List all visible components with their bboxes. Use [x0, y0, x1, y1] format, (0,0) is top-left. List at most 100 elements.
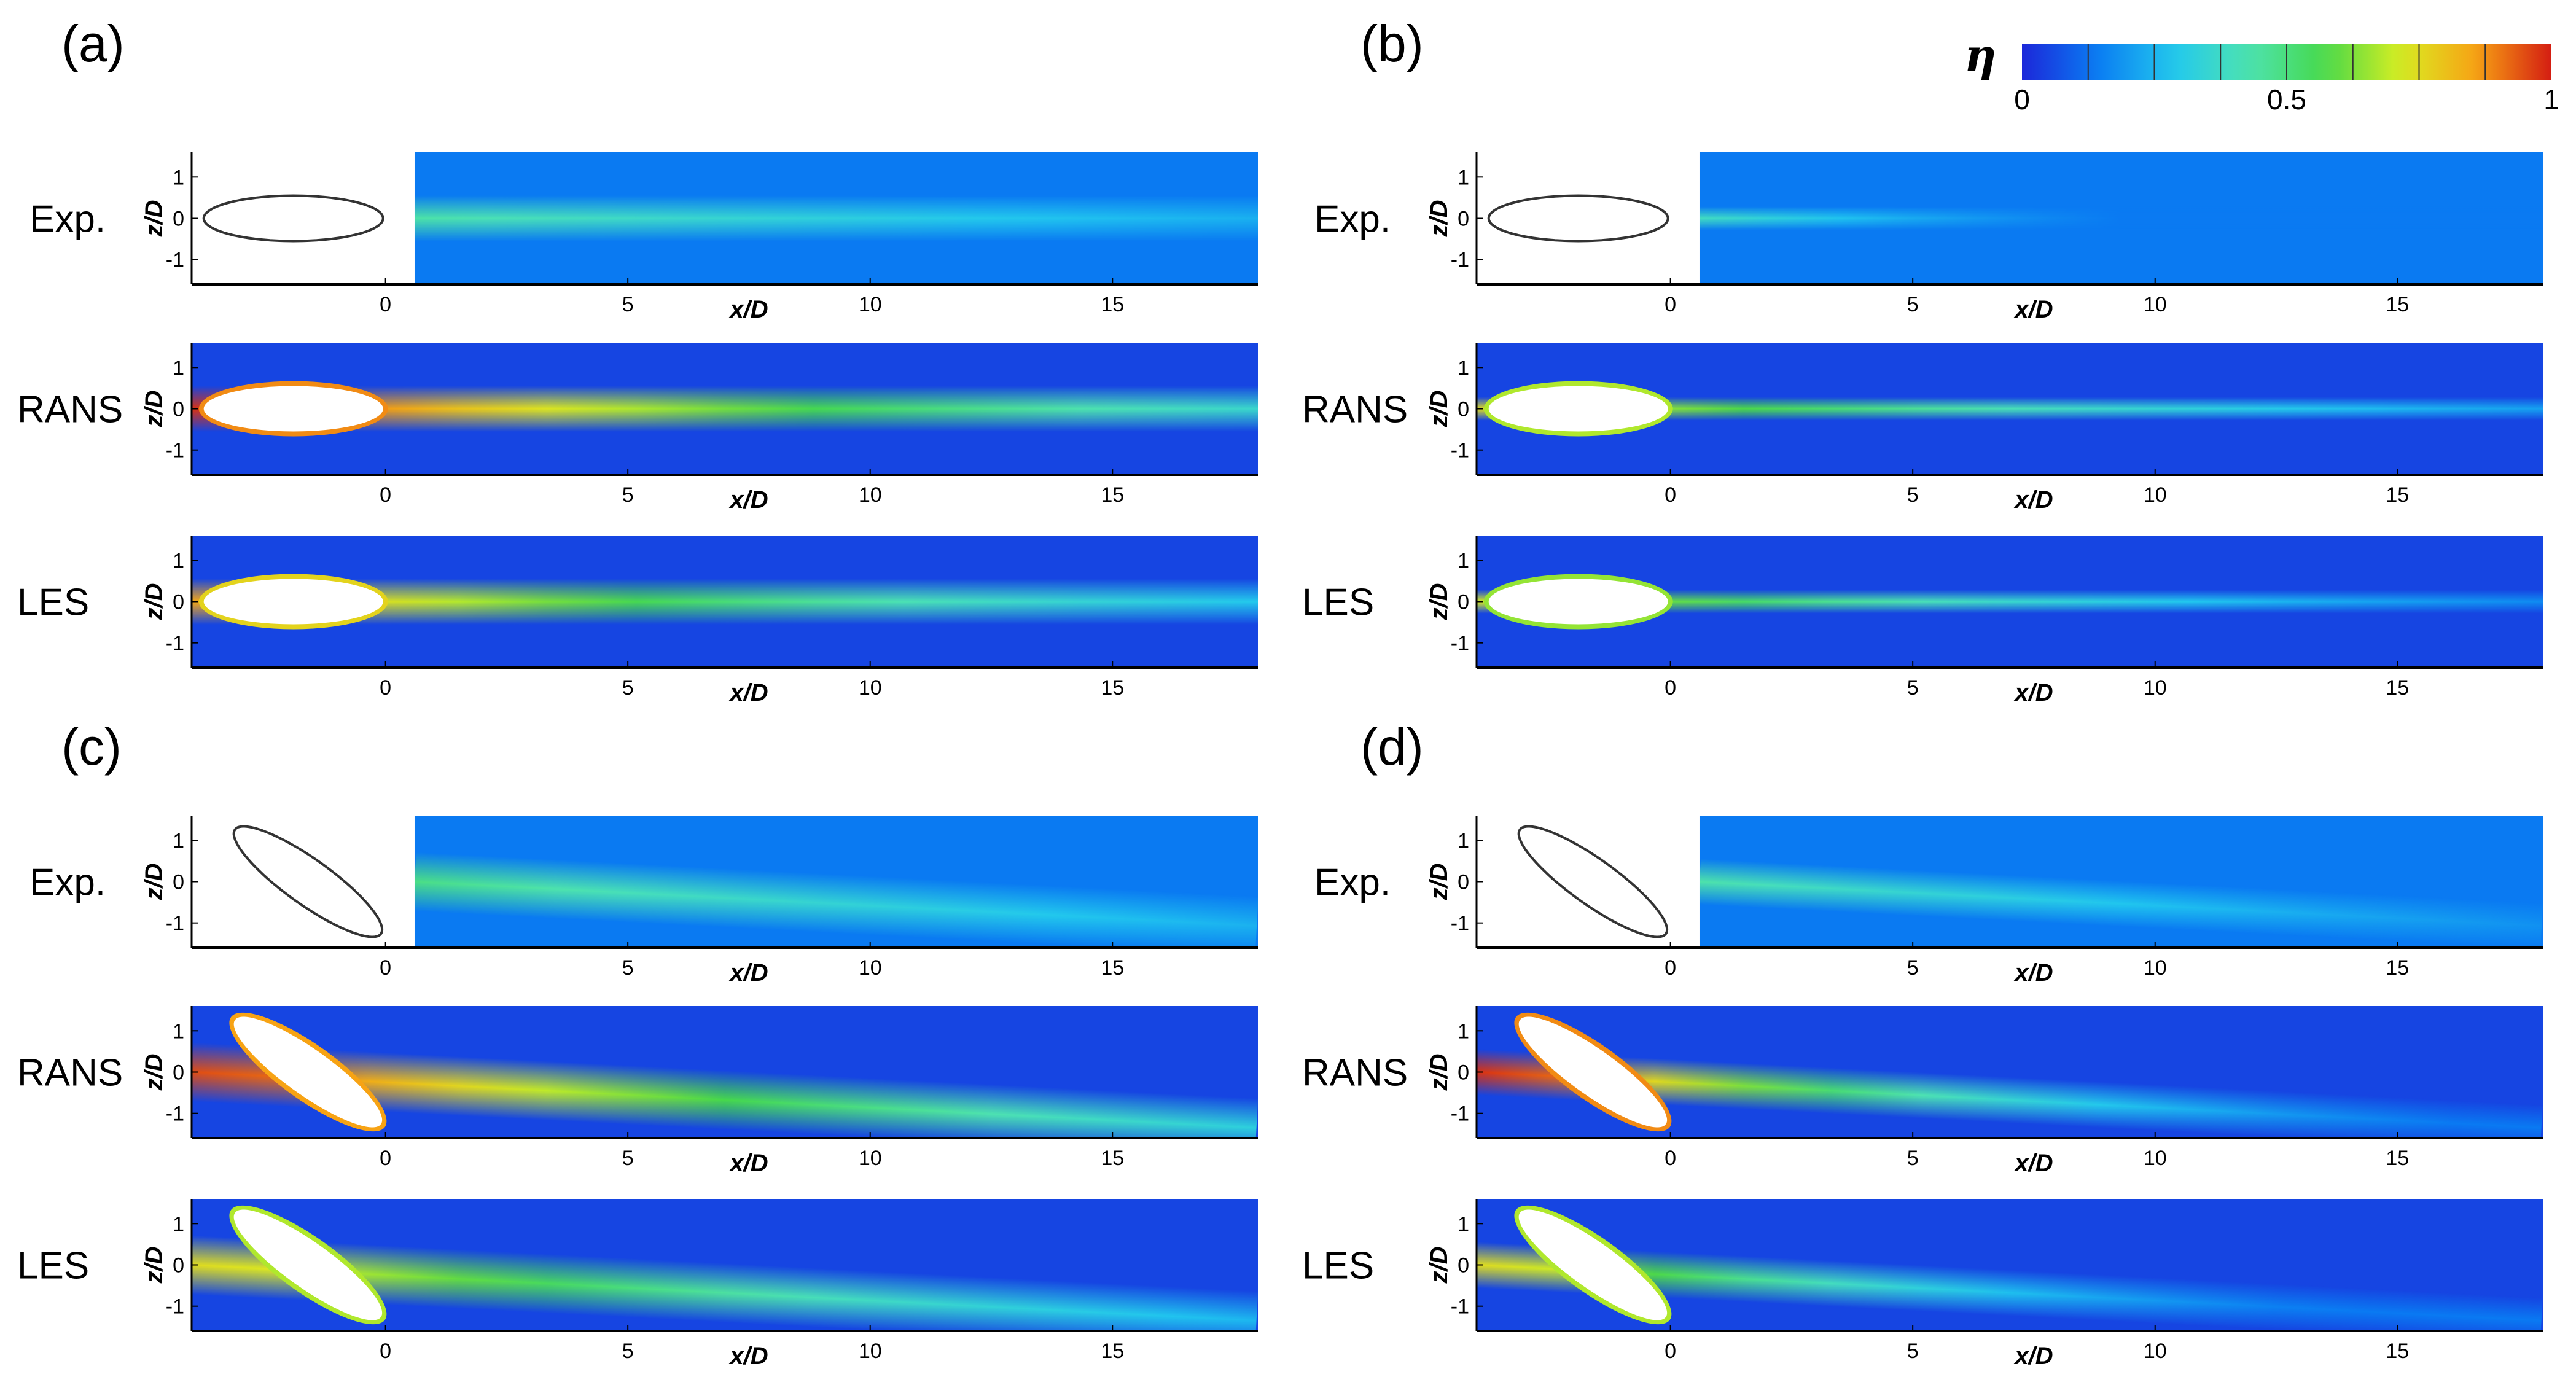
hole-outline [233, 1209, 383, 1320]
x-tick-label: 10 [2144, 1147, 2167, 1170]
y-tick-label: -1 [166, 912, 184, 935]
y-tick-label: -1 [166, 1102, 184, 1126]
y-tick-label: 0 [173, 1061, 184, 1085]
x-tick-label: 5 [1907, 1340, 1919, 1363]
x-tick-label: 0 [1665, 1147, 1676, 1170]
x-tick-label: 5 [1907, 293, 1919, 316]
field-plume [414, 816, 1258, 948]
hole-outline [1518, 1209, 1668, 1320]
x-axis-label: x/D [2013, 1343, 2053, 1370]
y-axis-label: z/D [1426, 200, 1453, 238]
hole-outline [1487, 194, 1669, 243]
x-axis-label: x/D [2013, 1150, 2053, 1177]
y-axis-label: z/D [1426, 583, 1453, 621]
field-plume [1699, 152, 2543, 284]
x-tick-label: 15 [2386, 483, 2409, 507]
x-tick-label: 10 [2144, 293, 2167, 316]
panel-label: (d) [1360, 718, 1424, 776]
x-tick-label: 15 [1101, 483, 1124, 507]
y-tick-label: 0 [173, 871, 184, 894]
row-exp: Exp.10-1z/D0 5 10 15x/D [1314, 816, 2543, 986]
x-tick-label: 10 [2144, 956, 2167, 980]
x-axis-label: x/D [728, 1150, 768, 1177]
x-tick-label: 0 [380, 1147, 391, 1170]
hole-outline [232, 825, 384, 938]
panel-label: (a) [61, 15, 125, 72]
y-tick-label: 0 [1458, 871, 1469, 894]
x-tick-label: 0 [1665, 293, 1676, 316]
colorbar-title: η [1964, 29, 1996, 81]
colorbar: η 0 0.5 1 [1964, 29, 2559, 115]
x-tick-label: 0 [1665, 676, 1676, 700]
x-tick-label: 0 [1665, 483, 1676, 507]
colorbar-tick-label: 0 [2014, 84, 2030, 115]
x-tick-label: 10 [2144, 483, 2167, 507]
row-label: Exp. [29, 198, 106, 241]
hole-outline [203, 386, 383, 432]
y-tick-label: 1 [173, 829, 184, 852]
field-plume [1699, 816, 2543, 948]
x-tick-label: 15 [1101, 293, 1124, 316]
y-tick-label: 1 [173, 549, 184, 572]
x-axis-label: x/D [728, 959, 768, 986]
row-label: RANS [1302, 389, 1408, 431]
row-label: LES [1302, 1245, 1374, 1287]
x-tick-label: 15 [1101, 1147, 1124, 1170]
x-tick-label: 10 [859, 483, 882, 507]
x-axis-label: x/D [2013, 959, 2053, 986]
colorbar-tick-label: 0.5 [2267, 84, 2306, 115]
x-tick-label: 0 [380, 676, 391, 700]
y-tick-label: -1 [166, 1295, 184, 1319]
y-axis-label: z/D [141, 1247, 168, 1284]
x-tick-label: 5 [622, 676, 634, 700]
x-tick-label: 10 [859, 1340, 882, 1363]
y-tick-label: -1 [166, 632, 184, 655]
x-tick-label: 0 [1665, 1340, 1676, 1363]
panel-label: (b) [1360, 15, 1424, 72]
y-tick-label: 0 [173, 591, 184, 614]
x-tick-label: 5 [622, 293, 634, 316]
y-tick-label: 1 [173, 356, 184, 380]
y-tick-label: -1 [1451, 912, 1469, 935]
y-tick-label: 0 [173, 398, 184, 421]
y-axis-label: z/D [141, 583, 168, 621]
x-axis-label: x/D [2013, 296, 2053, 323]
y-tick-label: -1 [166, 439, 184, 462]
y-axis-label: z/D [1426, 1054, 1453, 1091]
y-tick-label: 0 [173, 208, 184, 231]
hole-outline [203, 579, 383, 625]
y-tick-label: -1 [166, 249, 184, 272]
y-axis-label: z/D [141, 864, 168, 901]
x-tick-label: 15 [1101, 1340, 1124, 1363]
x-tick-label: 0 [380, 483, 391, 507]
x-tick-label: 5 [1907, 956, 1919, 980]
hole-outline [1488, 579, 1668, 625]
x-tick-label: 10 [2144, 1340, 2167, 1363]
row-exp: Exp.10-1z/D0 5 10 15x/D [29, 152, 1258, 323]
x-tick-label: 0 [380, 956, 391, 980]
y-axis-label: z/D [141, 391, 168, 428]
x-tick-label: 5 [622, 956, 634, 980]
row-label: RANS [17, 1052, 123, 1094]
x-tick-label: 15 [2386, 293, 2409, 316]
row-label: Exp. [1314, 198, 1391, 241]
x-tick-label: 10 [859, 956, 882, 980]
row-exp: Exp.10-1z/D0 5 10 15x/D [29, 816, 1258, 986]
row-label: Exp. [29, 862, 106, 904]
x-tick-label: 15 [2386, 1340, 2409, 1363]
x-tick-label: 15 [2386, 956, 2409, 980]
y-tick-label: 1 [1458, 1212, 1469, 1236]
x-tick-label: 15 [1101, 676, 1124, 700]
y-tick-label: 1 [1458, 1020, 1469, 1043]
y-tick-label: 0 [173, 1254, 184, 1278]
row-label: RANS [1302, 1052, 1408, 1094]
hole-outline [233, 1016, 383, 1128]
x-tick-label: 5 [622, 1147, 634, 1170]
y-tick-label: 0 [1458, 1254, 1469, 1278]
x-axis-label: x/D [728, 1343, 768, 1370]
